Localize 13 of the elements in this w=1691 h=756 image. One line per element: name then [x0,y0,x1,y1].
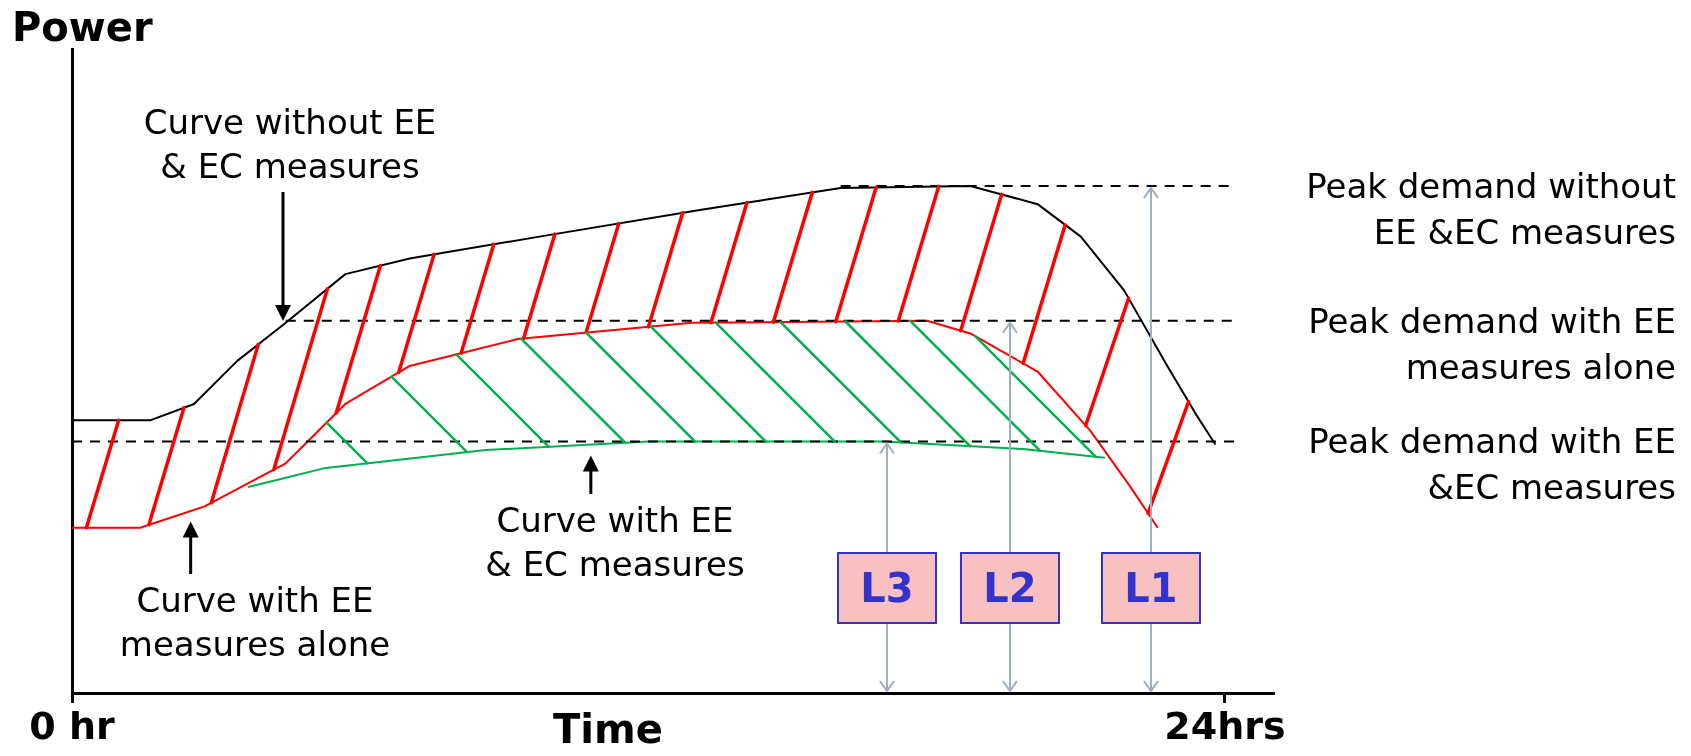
x-tick-label: 24hrs [1164,703,1286,748]
ref-line-label: Peak demand with EE &EC measures [1307,420,1676,510]
annotation: L2 [960,552,1060,624]
annotation: L1 [1101,552,1201,624]
ref-line-label: Peak demand with EE measures alone [1307,299,1676,389]
annotation: L3 [837,552,937,624]
ref-line-label: Peak demand without EE &EC measures [1305,164,1676,254]
x-tick-label: 0 hr [29,703,115,748]
annotation: Curve with EE measures alone [118,579,392,666]
annotation: Curve without EE & EC measures [142,101,438,188]
x-axis-title: Time [553,706,663,752]
annotation: Curve with EE & EC measures [484,499,746,586]
y-axis-title: Power [12,4,153,50]
